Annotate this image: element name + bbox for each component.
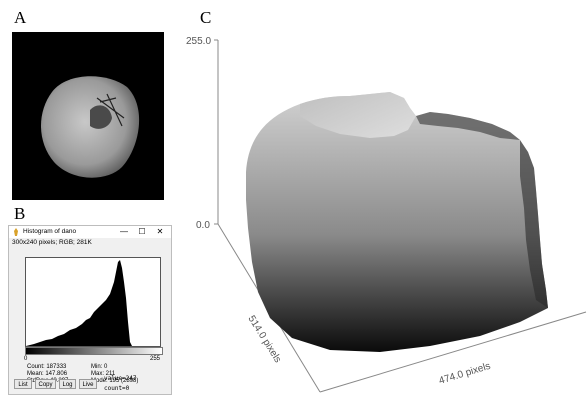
window-title-bar[interactable]: Histogram of dano — ☐ ✕: [9, 226, 171, 238]
copy-button[interactable]: Copy: [35, 379, 56, 389]
count-readout: count=0: [104, 385, 130, 392]
stat-min: Min: 0: [91, 364, 108, 370]
close-button[interactable]: ✕: [156, 227, 164, 236]
stat-mean: Mean: 147.806: [27, 371, 68, 377]
panel-b-label: B: [14, 204, 26, 223]
histogram-plot: [25, 257, 161, 347]
imagej-icon: [14, 228, 18, 236]
histogram-window: Histogram of dano — ☐ ✕ 300x240 pixels; …: [8, 225, 172, 395]
histogram-axis-min: 0: [24, 356, 28, 362]
value-readout: value=247: [104, 375, 137, 382]
x-axis-label: 474.0 pixels: [438, 361, 492, 387]
minimize-button[interactable]: —: [120, 227, 128, 236]
live-button[interactable]: Live: [79, 379, 97, 389]
panel-c-label: C: [200, 8, 212, 27]
log-button[interactable]: Log: [59, 379, 76, 389]
z-axis-max-label: 255.0: [186, 36, 211, 47]
histogram-axis-max: 255: [150, 356, 161, 362]
stat-count: Count: 187333: [27, 364, 67, 370]
stats-right: Min: 0 Max: 211 Mode: 195 (2898): [91, 364, 138, 385]
grayscale-gradient-bar: [25, 347, 163, 355]
x-axis: [319, 311, 587, 393]
surface-body: [246, 92, 548, 352]
maximize-button[interactable]: ☐: [138, 227, 146, 236]
panel-a-label: A: [14, 8, 27, 27]
window-title: Histogram of dano: [23, 228, 77, 235]
image-info: 300x240 pixels; RGB; 281K: [12, 239, 92, 246]
histogram-bars: [26, 260, 132, 346]
list-button[interactable]: List: [14, 379, 32, 389]
seed-image: [12, 32, 164, 200]
z-axis-min-label: 0.0: [196, 220, 210, 231]
seed-picture: [40, 76, 140, 178]
stat-max: Max: 211: [91, 371, 116, 377]
stat-mode: Mode: 195 (2898): [91, 378, 139, 384]
